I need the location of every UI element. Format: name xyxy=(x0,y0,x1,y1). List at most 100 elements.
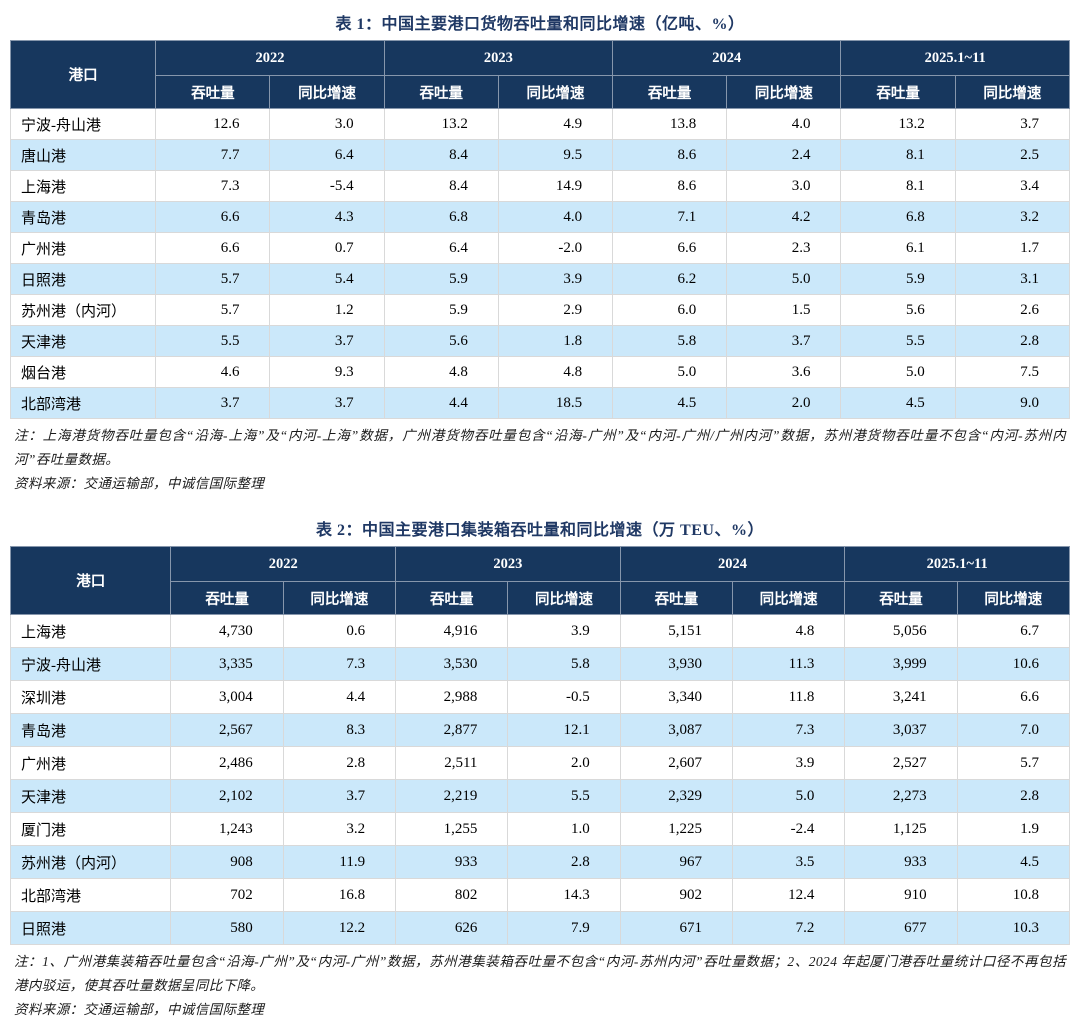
growth-cell: 10.6 xyxy=(956,647,1071,682)
throughput-cell: 5.6 xyxy=(383,325,499,357)
throughput-cell: 8.6 xyxy=(612,170,728,202)
growth-cell: 11.3 xyxy=(732,647,846,682)
growth-cell: 4.0 xyxy=(726,108,842,140)
growth-header: 同比增速 xyxy=(282,581,397,616)
throughput-cell: 2,607 xyxy=(619,746,734,781)
throughput-cell: 6.6 xyxy=(155,201,271,233)
throughput-cell: 5.7 xyxy=(155,294,271,326)
port-name-cell: 苏州港（内河） xyxy=(9,845,172,880)
table-row: 烟台港 4.6 9.3 4.8 4.8 5.0 3.6 5.0 7.5 xyxy=(9,356,1071,388)
growth-cell: 2.6 xyxy=(954,294,1071,326)
throughput-cell: 3,999 xyxy=(844,647,958,682)
growth-cell: 1.2 xyxy=(269,294,385,326)
growth-cell: 1.0 xyxy=(507,812,621,847)
throughput-cell: 13.8 xyxy=(612,108,728,140)
throughput-cell: 13.2 xyxy=(383,108,499,140)
growth-cell: 3.2 xyxy=(282,812,397,847)
throughput-cell: 967 xyxy=(619,845,734,880)
throughput-cell: 5.5 xyxy=(840,325,956,357)
growth-cell: 2.4 xyxy=(726,139,842,171)
throughput-cell: 2,511 xyxy=(395,746,509,781)
growth-cell: 2.8 xyxy=(954,325,1071,357)
growth-header: 同比增速 xyxy=(732,581,846,616)
throughput-cell: 6.8 xyxy=(383,201,499,233)
throughput-cell: 4.8 xyxy=(383,356,499,388)
port-name-cell: 宁波-舟山港 xyxy=(9,108,157,140)
year-2025-header: 2025.1~11 xyxy=(844,546,1070,583)
table1-note: 注：上海港货物吞吐量包含“沿海-上海”及“内河-上海”数据，广州港货物吞吐量包含… xyxy=(14,428,1066,467)
throughput-cell: 5.9 xyxy=(383,294,499,326)
throughput-cell: 5.9 xyxy=(840,263,956,295)
throughput-header: 吞吐量 xyxy=(155,75,271,109)
year-2023-header: 2023 xyxy=(383,40,614,76)
throughput-cell: 2,102 xyxy=(170,779,284,814)
throughput-cell: 1,125 xyxy=(844,812,958,847)
throughput-cell: 933 xyxy=(395,845,509,880)
growth-cell: 5.0 xyxy=(732,779,846,814)
growth-cell: 3.1 xyxy=(954,263,1071,295)
throughput-cell: 3,241 xyxy=(844,680,958,715)
throughput-cell: 2,329 xyxy=(619,779,734,814)
growth-cell: 3.2 xyxy=(954,201,1071,233)
throughput-cell: 6.6 xyxy=(612,232,728,264)
growth-cell: 10.8 xyxy=(956,878,1071,913)
throughput-cell: 5,151 xyxy=(619,614,734,649)
growth-cell: 0.6 xyxy=(282,614,397,649)
table-row: 北部湾港 3.7 3.7 4.4 18.5 4.5 2.0 4.5 9.0 xyxy=(9,387,1071,419)
throughput-cell: 8.4 xyxy=(383,170,499,202)
growth-cell: 2.5 xyxy=(954,139,1071,171)
growth-cell: 7.2 xyxy=(732,911,846,946)
table-row: 天津港 2,102 3.7 2,219 5.5 2,329 5.0 2,273 … xyxy=(9,779,1071,814)
port-name-cell: 日照港 xyxy=(9,263,157,295)
port-name-cell: 青岛港 xyxy=(9,713,172,748)
throughput-cell: 2,527 xyxy=(844,746,958,781)
table-row: 上海港 4,730 0.6 4,916 3.9 5,151 4.8 5,056 … xyxy=(9,614,1071,649)
throughput-cell: 6.6 xyxy=(155,232,271,264)
growth-cell: 3.7 xyxy=(726,325,842,357)
port-name-cell: 深圳港 xyxy=(9,680,172,715)
growth-cell: 3.9 xyxy=(507,614,621,649)
throughput-cell: 3,930 xyxy=(619,647,734,682)
throughput-cell: 6.4 xyxy=(383,232,499,264)
table-row: 厦门港 1,243 3.2 1,255 1.0 1,225 -2.4 1,125… xyxy=(9,812,1071,847)
growth-cell: 9.0 xyxy=(954,387,1071,419)
growth-cell: 3.0 xyxy=(726,170,842,202)
throughput-cell: 4.6 xyxy=(155,356,271,388)
throughput-cell: 626 xyxy=(395,911,509,946)
throughput-header: 吞吐量 xyxy=(170,581,284,616)
table-row: 北部湾港 702 16.8 802 14.3 902 12.4 910 10.8 xyxy=(9,878,1071,913)
table-row: 上海港 7.3 -5.4 8.4 14.9 8.6 3.0 8.1 3.4 xyxy=(9,170,1071,202)
throughput-cell: 6.0 xyxy=(612,294,728,326)
growth-cell: 6.4 xyxy=(269,139,385,171)
growth-cell: 5.7 xyxy=(956,746,1071,781)
throughput-header: 吞吐量 xyxy=(844,581,958,616)
port-column-header: 港口 xyxy=(9,40,157,109)
table-row: 苏州港（内河） 5.7 1.2 5.9 2.9 6.0 1.5 5.6 2.6 xyxy=(9,294,1071,326)
year-2023-header: 2023 xyxy=(395,546,621,583)
growth-cell: 1.5 xyxy=(726,294,842,326)
throughput-cell: 6.1 xyxy=(840,232,956,264)
table2-source: 资料来源：交通运输部，中诚信国际整理 xyxy=(14,1002,265,1018)
port-name-cell: 北部湾港 xyxy=(9,878,172,913)
throughput-header: 吞吐量 xyxy=(383,75,499,109)
growth-cell: 4.8 xyxy=(732,614,846,649)
growth-cell: 12.1 xyxy=(507,713,621,748)
table2-body: 上海港 4,730 0.6 4,916 3.9 5,151 4.8 5,056 … xyxy=(9,614,1071,946)
throughput-cell: 6.2 xyxy=(612,263,728,295)
growth-cell: -0.5 xyxy=(507,680,621,715)
throughput-cell: 677 xyxy=(844,911,958,946)
growth-cell: 4.9 xyxy=(497,108,614,140)
growth-cell: 12.4 xyxy=(732,878,846,913)
growth-cell: 7.3 xyxy=(282,647,397,682)
growth-cell: -2.0 xyxy=(497,232,614,264)
growth-cell: 2.8 xyxy=(956,779,1071,814)
throughput-cell: 8.1 xyxy=(840,170,956,202)
growth-header: 同比增速 xyxy=(726,75,842,109)
growth-cell: 2.8 xyxy=(507,845,621,880)
throughput-cell: 5.0 xyxy=(612,356,728,388)
throughput-cell: 4.4 xyxy=(383,387,499,419)
throughput-cell: 5.9 xyxy=(383,263,499,295)
throughput-cell: 3,087 xyxy=(619,713,734,748)
throughput-cell: 4,730 xyxy=(170,614,284,649)
table-row: 唐山港 7.7 6.4 8.4 9.5 8.6 2.4 8.1 2.5 xyxy=(9,139,1071,171)
